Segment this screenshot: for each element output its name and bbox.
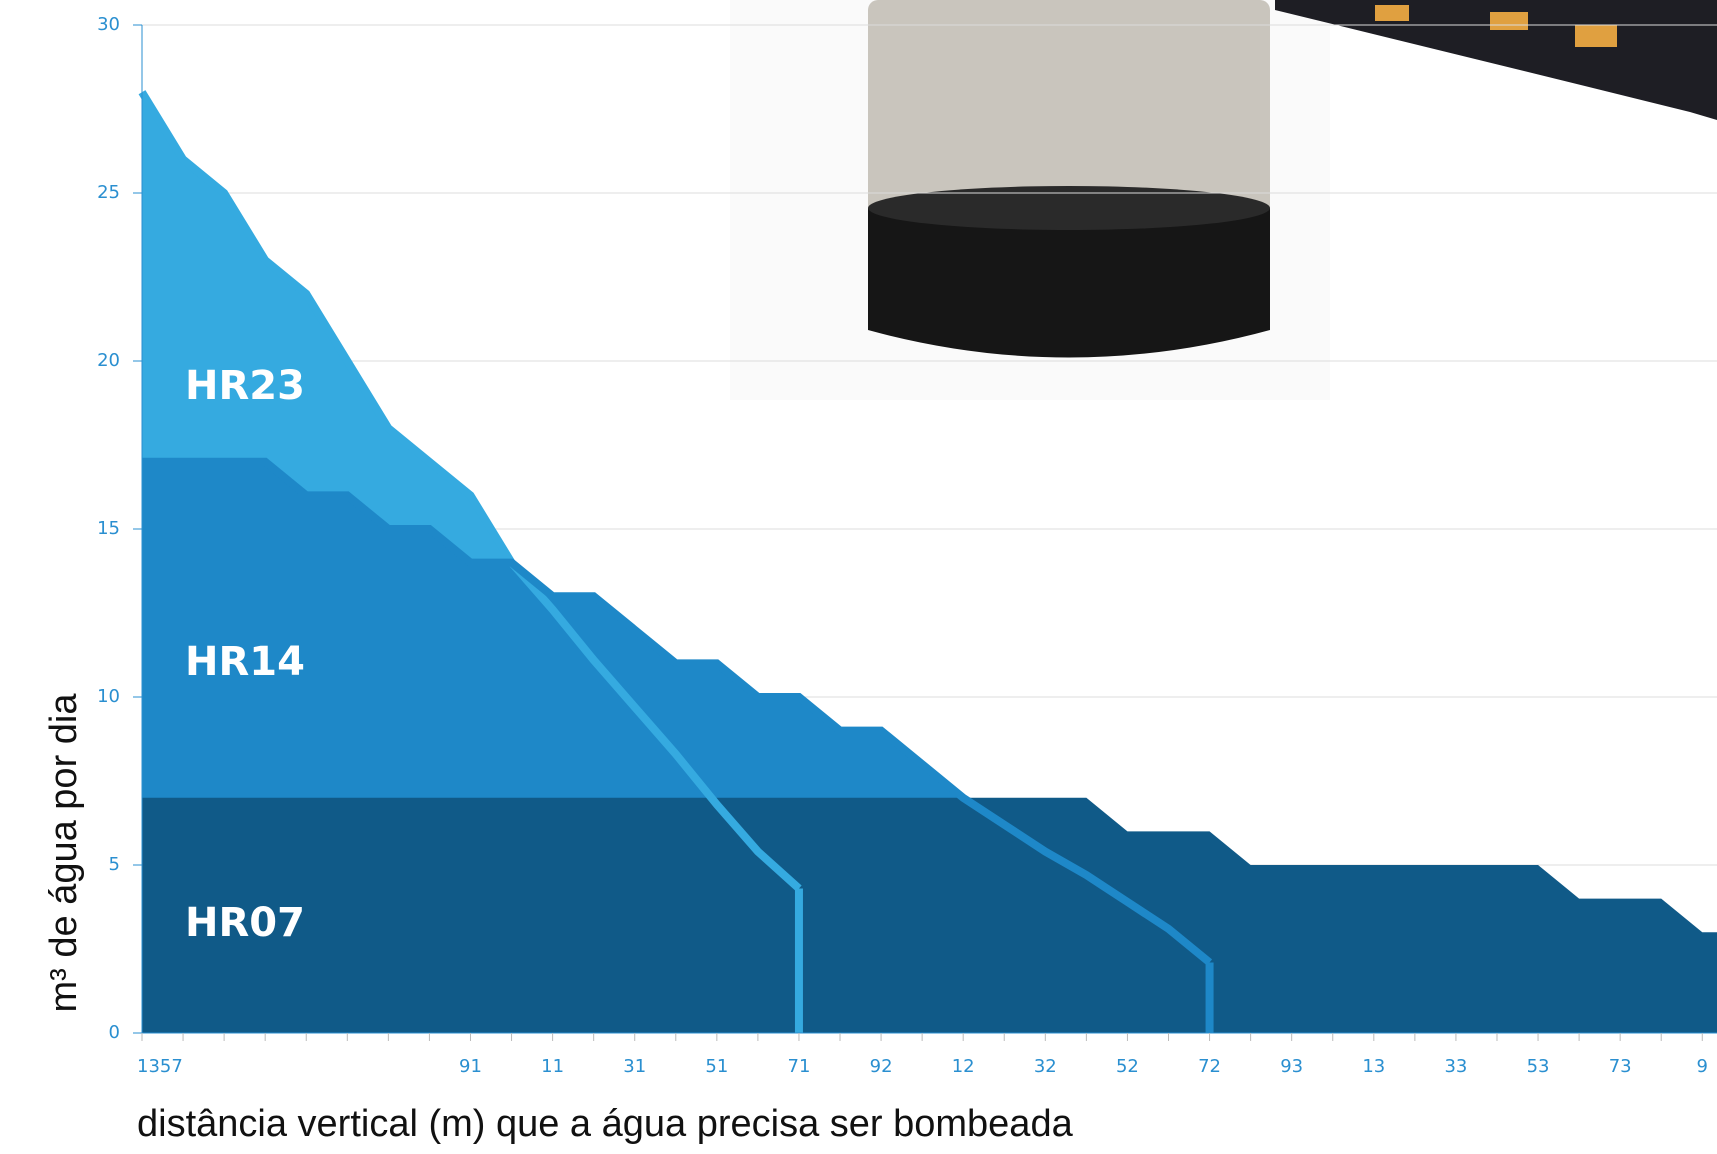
y-tick-label: 10 bbox=[97, 686, 120, 707]
x-tick-label: 31 bbox=[623, 1056, 646, 1077]
plot-area: 0 5 10 15 20 25 30 HR23 HR14 HR07 1357 91 11 31 51 71 92… bbox=[97, 14, 1717, 1077]
x-tick-label: 33 bbox=[1444, 1056, 1467, 1077]
y-tick-label: 15 bbox=[97, 518, 120, 539]
series-label: HR14 bbox=[185, 639, 305, 685]
x-tick-label: 93 bbox=[1280, 1056, 1303, 1077]
x-tick-label: 91 bbox=[459, 1056, 482, 1077]
x-tick-label: 13 bbox=[1362, 1056, 1385, 1077]
pump-rim bbox=[868, 186, 1270, 230]
series-line bbox=[142, 457, 1213, 966]
pump-body bbox=[868, 0, 1270, 230]
x-tick-label: 92 bbox=[870, 1056, 893, 1077]
x-tick-label: 12 bbox=[952, 1056, 975, 1077]
x-tick-label: 32 bbox=[1034, 1056, 1057, 1077]
connector bbox=[1490, 12, 1528, 30]
x-axis-title: distância vertical (m) que a água precis… bbox=[137, 1103, 1074, 1145]
x-tick-label: 11 bbox=[541, 1056, 564, 1077]
y-axis-title: m³ de água por dia bbox=[43, 693, 85, 1013]
y-tick-label: 25 bbox=[97, 182, 120, 203]
x-tick-label: 71 bbox=[788, 1056, 811, 1077]
series-label: HR07 bbox=[185, 900, 305, 946]
series-label: HR23 bbox=[185, 363, 305, 409]
area bbox=[142, 797, 1717, 1033]
y-tick-label: 5 bbox=[109, 854, 120, 875]
y-tick-label: 0 bbox=[109, 1022, 120, 1043]
x-tick-label: 9 bbox=[1697, 1056, 1708, 1077]
connector bbox=[1375, 5, 1409, 21]
series-line bbox=[138, 90, 802, 892]
x-tick-label: 51 bbox=[705, 1056, 728, 1077]
x-tick-label: 52 bbox=[1116, 1056, 1139, 1077]
x-tick-label: 53 bbox=[1527, 1056, 1550, 1077]
y-tick-label: 20 bbox=[97, 350, 120, 371]
x-tick-label: 73 bbox=[1609, 1056, 1632, 1077]
pump-base bbox=[868, 208, 1270, 358]
connector bbox=[1575, 25, 1617, 47]
x-tick-label: 1357 bbox=[137, 1056, 183, 1077]
y-tick-label: 30 bbox=[97, 14, 120, 35]
x-tick-label: 72 bbox=[1198, 1056, 1221, 1077]
product-photo bbox=[730, 0, 1717, 400]
